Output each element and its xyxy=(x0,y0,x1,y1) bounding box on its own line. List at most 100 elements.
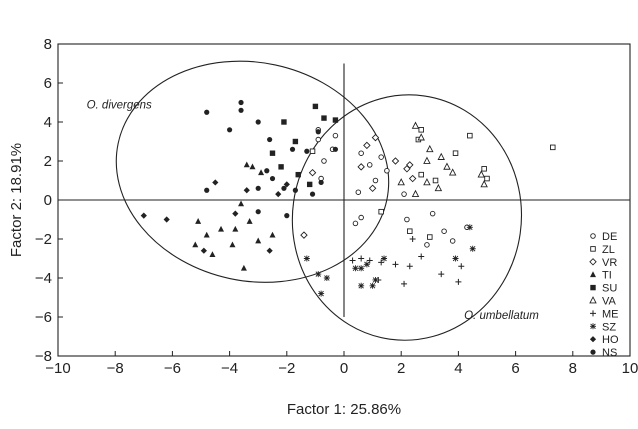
data-points xyxy=(140,99,556,297)
data-point-va xyxy=(480,180,488,188)
data-point-zl xyxy=(467,132,473,139)
y-tick-label: −4 xyxy=(35,270,52,287)
x-tick-label: −10 xyxy=(45,360,70,377)
data-point-su xyxy=(292,138,299,145)
legend-label-ns: NS xyxy=(602,347,617,359)
data-point-de xyxy=(352,220,359,227)
data-point-vr xyxy=(371,133,380,142)
x-tick-label: −6 xyxy=(164,360,181,377)
data-point-ti xyxy=(269,231,276,238)
data-point-de xyxy=(366,162,373,168)
data-point-va xyxy=(477,170,486,178)
data-point-sz xyxy=(452,255,459,262)
data-point-sz xyxy=(466,224,473,231)
data-point-vr xyxy=(363,141,371,150)
data-point-ti xyxy=(246,218,253,224)
data-point-va xyxy=(417,133,425,141)
data-point-de xyxy=(441,228,447,234)
data-point-me xyxy=(349,257,356,264)
x-tick-label: 8 xyxy=(569,360,577,377)
data-point-de xyxy=(372,177,379,184)
legend-label-de: DE xyxy=(602,231,617,243)
y-tick-label: −8 xyxy=(35,348,52,365)
data-point-ns xyxy=(315,129,321,135)
x-tick-label: 6 xyxy=(511,360,519,377)
data-point-ns xyxy=(284,213,290,219)
data-point-va xyxy=(448,168,457,176)
data-point-ti xyxy=(218,225,225,232)
legend-label-su: SU xyxy=(602,283,617,295)
group-label-divergens: O. divergens xyxy=(87,99,152,111)
legend-marker-de xyxy=(590,233,596,239)
data-point-me xyxy=(358,255,365,262)
series-ho xyxy=(140,179,290,254)
data-point-ti xyxy=(238,200,245,207)
data-point-zl xyxy=(418,127,424,133)
data-point-sz xyxy=(358,265,365,272)
data-point-ns xyxy=(318,179,324,186)
data-point-zl xyxy=(484,175,490,182)
y-tick-label: −2 xyxy=(35,231,52,248)
data-point-zl xyxy=(452,150,459,156)
legend-marker-zl xyxy=(590,246,596,252)
data-point-zl xyxy=(407,228,413,234)
data-point-ns xyxy=(304,148,310,154)
data-point-ti xyxy=(192,241,199,248)
data-point-de xyxy=(315,136,322,143)
data-point-ti xyxy=(240,264,247,271)
data-point-ho xyxy=(212,179,219,186)
data-point-ns xyxy=(309,191,316,197)
data-point-ns xyxy=(292,187,298,193)
data-point-su xyxy=(295,171,301,178)
y-tick-label: 2 xyxy=(44,153,52,170)
data-point-de xyxy=(404,216,410,223)
data-point-ti xyxy=(229,241,236,248)
data-point-ho xyxy=(275,191,282,198)
series-ns xyxy=(204,99,339,219)
data-point-de xyxy=(355,189,362,195)
data-point-de xyxy=(449,238,456,244)
series-de xyxy=(315,127,470,248)
series-su xyxy=(269,103,339,188)
series-va xyxy=(397,121,488,198)
legend-marker-su xyxy=(590,284,596,291)
data-point-va xyxy=(411,121,420,129)
data-point-zl xyxy=(418,171,424,178)
series-vr xyxy=(300,133,417,239)
data-point-de xyxy=(429,210,436,217)
data-point-ns xyxy=(227,127,233,133)
x-tick-label: 4 xyxy=(454,360,462,377)
data-point-vr xyxy=(408,174,417,183)
data-point-ti xyxy=(249,163,256,170)
data-point-zl xyxy=(432,177,439,184)
data-point-su xyxy=(312,103,319,110)
y-tick-label: 8 xyxy=(44,36,52,53)
data-point-sz xyxy=(315,271,322,278)
data-point-vr xyxy=(368,184,377,193)
data-point-de xyxy=(384,167,390,174)
data-point-va xyxy=(443,162,451,170)
data-point-su xyxy=(306,181,313,188)
legend-label-sz: SZ xyxy=(602,321,616,333)
data-point-vr xyxy=(308,168,317,177)
data-point-vr xyxy=(406,161,414,169)
data-point-ti xyxy=(209,251,216,257)
legend-label-ho: HO xyxy=(602,334,619,346)
group-ellipse-1 xyxy=(291,94,523,341)
legend-marker-va xyxy=(589,296,597,304)
x-tick-label: −4 xyxy=(221,360,238,377)
data-point-ho xyxy=(163,216,170,223)
data-point-me xyxy=(406,263,413,270)
data-point-vr xyxy=(391,157,400,165)
data-point-ns xyxy=(264,168,270,174)
data-point-ns xyxy=(255,119,261,125)
data-point-ns xyxy=(238,99,244,106)
data-point-va xyxy=(397,178,405,186)
series-ti xyxy=(192,161,276,271)
x-tick-label: 2 xyxy=(397,360,405,377)
x-tick-label: −2 xyxy=(278,360,295,377)
data-point-sz xyxy=(372,276,379,283)
data-point-va xyxy=(434,183,443,192)
